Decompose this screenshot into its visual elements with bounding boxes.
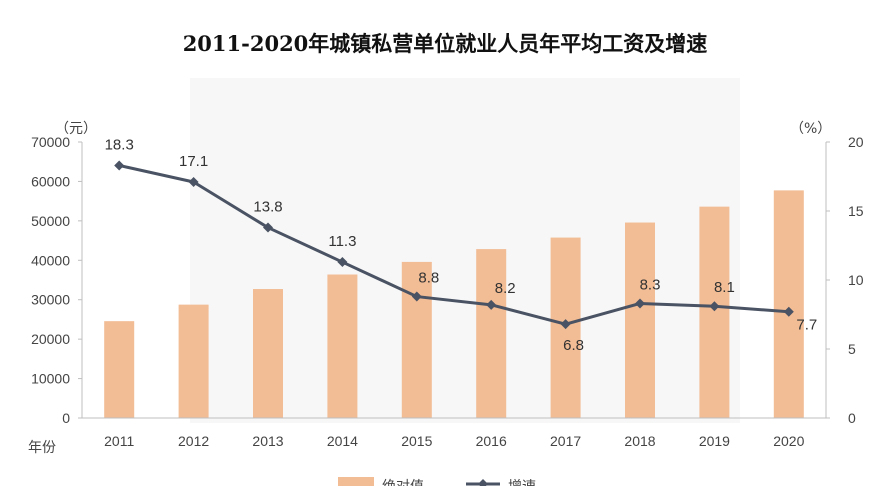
growth-data-label-2018: 8.3 <box>640 276 661 293</box>
growth-data-label-2014: 11.3 <box>328 233 356 250</box>
bar-2013 <box>253 289 283 418</box>
x-tick-label: 2013 <box>252 433 283 449</box>
right-tick-label: 15 <box>848 203 864 219</box>
left-tick-label: 60000 <box>31 173 70 189</box>
right-axis-unit: （%） <box>790 121 831 137</box>
bar-2020 <box>773 190 804 418</box>
left-tick-label: 20000 <box>31 331 70 347</box>
right-tick-label: 0 <box>848 410 856 426</box>
growth-data-label-2011: 18.3 <box>105 136 134 153</box>
growth-point-2011 <box>114 160 125 171</box>
right-tick-label: 10 <box>848 272 864 288</box>
left-tick-label: 50000 <box>31 213 70 229</box>
left-axis-unit: （元） <box>55 121 97 137</box>
left-tick-label: 40000 <box>31 252 70 268</box>
growth-data-label-2013: 13.8 <box>253 199 282 216</box>
growth-data-label-2019: 8.1 <box>714 279 735 296</box>
growth-point-2020 <box>783 306 794 317</box>
x-tick-label: 2017 <box>550 433 581 449</box>
bar-2019 <box>699 206 730 418</box>
bar-2018 <box>625 222 655 418</box>
x-tick-label: 2018 <box>624 433 655 449</box>
bar-2015 <box>401 261 432 418</box>
right-tick-label: 20 <box>848 134 864 150</box>
legend-swatch-bars <box>338 477 374 486</box>
growth-data-label-2020: 7.7 <box>796 317 817 334</box>
x-tick-label: 2020 <box>773 433 804 449</box>
legend-label-bars: 绝对值 <box>382 479 424 486</box>
growth-point-2013 <box>263 222 273 233</box>
growth-data-label-2012: 17.1 <box>179 153 208 170</box>
x-tick-label: 2016 <box>476 433 507 449</box>
left-tick-label: 10000 <box>31 371 70 387</box>
x-tick-label: 2012 <box>178 433 209 449</box>
bar-2014 <box>327 274 358 418</box>
growth-data-label-2017: 6.8 <box>563 337 584 354</box>
legend-marker-line <box>478 479 488 486</box>
left-tick-label: 0 <box>62 410 70 426</box>
legend-label-line: 增速 <box>508 479 536 486</box>
growth-point-2018 <box>635 298 645 309</box>
growth-data-label-2016: 8.2 <box>495 280 516 297</box>
left-tick-label: 70000 <box>31 134 70 150</box>
bar-2016 <box>476 249 507 418</box>
x-tick-label: 2019 <box>699 433 730 449</box>
growth-point-2017 <box>560 319 571 330</box>
growth-point-2019 <box>709 301 720 312</box>
bar-2012 <box>178 304 209 418</box>
right-tick-label: 5 <box>848 341 856 357</box>
x-tick-label: 2014 <box>327 433 358 449</box>
growth-point-2016 <box>486 299 497 310</box>
growth-rate-line <box>118 163 789 326</box>
growth-data-label-2015: 8.8 <box>418 270 439 287</box>
growth-point-2012 <box>188 177 199 188</box>
bar-2011 <box>104 321 135 418</box>
chart-title: 2011-2020年城镇私营单位就业人员年平均工资及增速 <box>182 31 708 56</box>
x-tick-label: 2015 <box>401 433 432 449</box>
growth-point-2015 <box>411 291 422 302</box>
growth-point-2014 <box>337 257 348 268</box>
left-tick-label: 30000 <box>31 292 70 308</box>
x-tick-label: 2011 <box>104 433 134 449</box>
x-axis-title: 年份 <box>28 440 56 456</box>
